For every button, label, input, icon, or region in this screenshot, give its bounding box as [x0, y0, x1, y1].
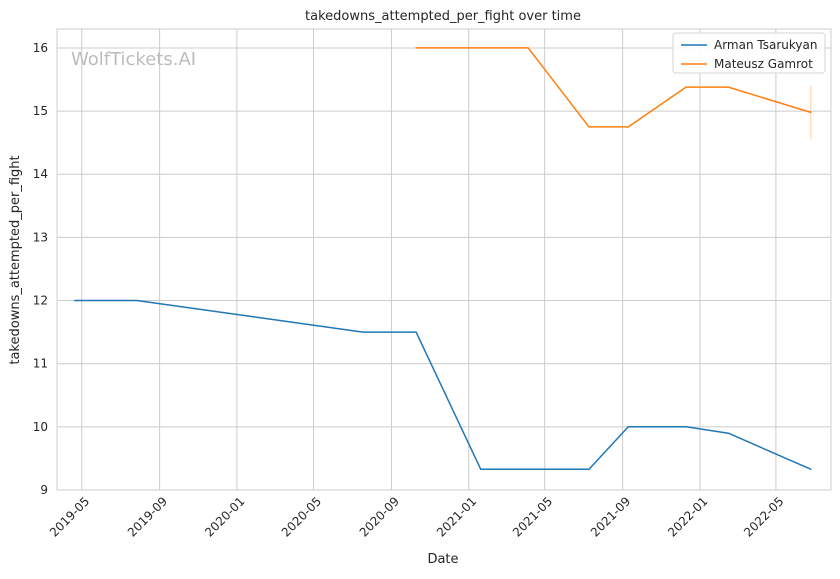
data-point-mateusz-gamrot — [727, 86, 729, 88]
series-arman-tsarukyan — [73, 299, 812, 470]
data-point-arman-tsarukyan — [588, 468, 590, 470]
data-point-arman-tsarukyan — [627, 426, 629, 428]
data-point-mateusz-gamrot — [627, 126, 629, 128]
y-tick-label: 13 — [33, 230, 48, 244]
legend-box — [672, 32, 826, 74]
y-tick-label: 12 — [33, 294, 48, 308]
x-tick-label: 2020-09 — [357, 494, 402, 539]
series-mateusz-gamrot — [415, 47, 812, 140]
legend-label-mateusz-gamrot: Mateusz Gamrot — [714, 57, 813, 71]
data-point-arman-tsarukyan — [362, 331, 364, 333]
y-tick-label: 15 — [33, 104, 48, 118]
x-axis-title: Date — [427, 552, 458, 567]
data-point-arman-tsarukyan — [480, 468, 482, 470]
series-line-mateusz-gamrot — [415, 47, 812, 128]
y-axis-title: takedowns_attempted_per_fight — [8, 155, 23, 364]
series-line-arman-tsarukyan — [73, 299, 812, 470]
data-point-arman-tsarukyan — [810, 468, 812, 470]
x-tick-label: 2019-09 — [125, 494, 170, 539]
x-axis-tick-labels: 2019-05 2019-09 2020-01 2020-05 2020-09 2021-… — [47, 494, 787, 539]
data-point-arman-tsarukyan — [727, 432, 729, 434]
data-point-mateusz-gamrot — [527, 47, 529, 49]
y-tick-label: 9 — [40, 483, 48, 497]
y-axis-tick-labels: 9 10 11 12 13 14 15 16 — [33, 41, 48, 497]
y-tick-label: 14 — [33, 167, 48, 181]
data-point-mateusz-gamrot — [810, 111, 812, 113]
y-tick-label: 16 — [33, 41, 48, 55]
y-tick-label: 11 — [33, 357, 48, 371]
x-tick-label: 2021-05 — [510, 494, 555, 539]
data-point-arman-tsarukyan — [74, 299, 76, 301]
data-point-mateusz-gamrot — [685, 86, 687, 88]
x-tick-label: 2019-05 — [47, 494, 92, 539]
x-tick-label: 2020-05 — [279, 494, 324, 539]
legend-label-arman-tsarukyan: Arman Tsarukyan — [714, 38, 817, 52]
legend: Arman Tsarukyan Mateusz Gamrot — [672, 32, 826, 74]
series-layer — [73, 47, 812, 470]
x-tick-label: 2022-01 — [665, 494, 710, 539]
data-point-mateusz-gamrot — [588, 126, 590, 128]
data-point-arman-tsarukyan — [685, 426, 687, 428]
data-point-arman-tsarukyan — [136, 299, 138, 301]
data-point-arman-tsarukyan — [415, 331, 417, 333]
y-tick-label: 10 — [33, 420, 48, 434]
chart-title: takedowns_attempted_per_fight over time — [305, 9, 581, 24]
x-tick-label: 2022-05 — [741, 494, 786, 539]
x-tick-label: 2021-09 — [588, 494, 633, 539]
x-gridlines — [81, 29, 777, 490]
watermark-text: WolfTickets.AI — [71, 49, 196, 70]
data-point-mateusz-gamrot — [415, 47, 417, 49]
plot-area — [56, 28, 832, 491]
x-tick-label: 2021-01 — [434, 494, 479, 539]
x-tick-label: 2020-01 — [202, 494, 247, 539]
